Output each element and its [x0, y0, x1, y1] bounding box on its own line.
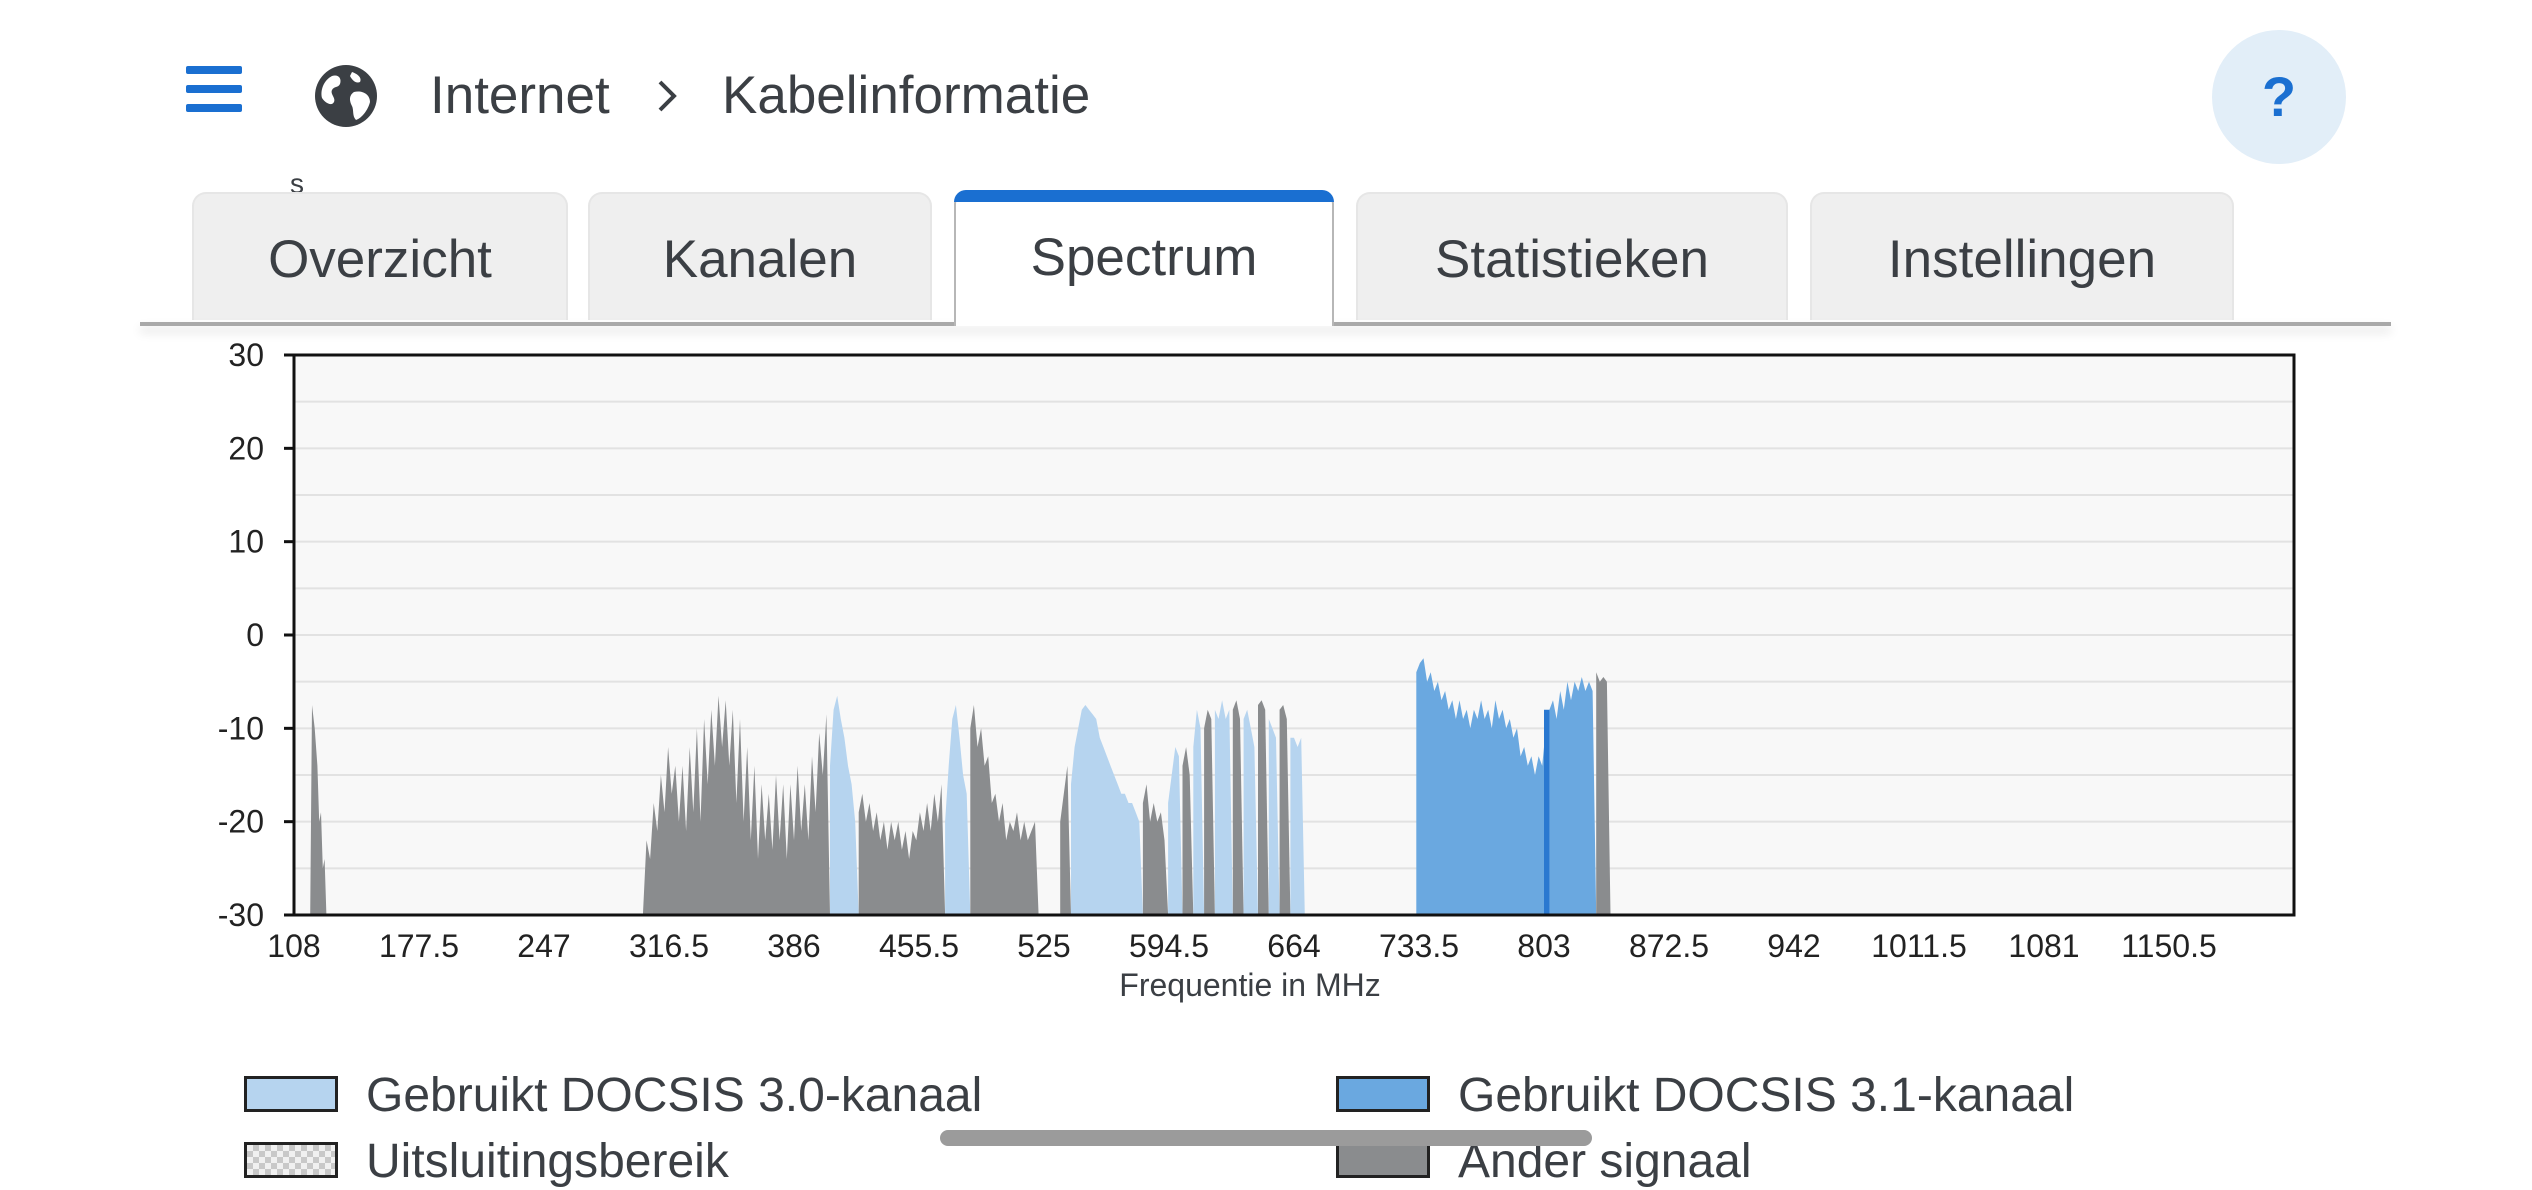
x-tick-label: 386 — [767, 928, 820, 964]
help-button[interactable]: ? — [2212, 30, 2346, 164]
spectrum-areas — [310, 658, 1611, 915]
x-tick-label: 803 — [1517, 928, 1570, 964]
x-tick-label: 316.5 — [629, 928, 709, 964]
y-tick-label: 20 — [228, 430, 264, 466]
x-tick-label: 594.5 — [1129, 928, 1209, 964]
globe-icon — [315, 65, 377, 127]
y-tick-label: -10 — [218, 710, 264, 746]
spectrum-area-other — [1232, 700, 1244, 915]
tab-statistieken[interactable]: Statistieken — [1356, 192, 1788, 320]
spectrum-chart: 30 20 10 0 -10 -20 -30 108 177.5 247 316.5 386 455.… — [218, 337, 2296, 1003]
spectrum-area-other — [970, 705, 1039, 915]
spectrum-area-other — [1142, 784, 1169, 915]
x-axis-label: Frequentie in MHz — [1119, 967, 1380, 1003]
spectrum-area-other — [1596, 672, 1611, 915]
spectrum-area-other — [642, 695, 830, 915]
spectrum-area-docsis30 — [945, 705, 971, 915]
spectrum-area-docsis30 — [830, 695, 859, 915]
y-tick-label: -20 — [218, 804, 264, 840]
y-tick-label: 10 — [228, 524, 264, 560]
x-axis-ticks: 108 177.5 247 316.5 386 455.5 525 594.5 664 733.5… — [267, 928, 2216, 964]
legend-label-docsis31: Gebruikt DOCSIS 3.1-kanaal — [1458, 1069, 2075, 1122]
x-tick-label: 1011.5 — [1871, 928, 1967, 964]
x-tick-label: 525 — [1017, 928, 1070, 964]
spectrum-area-docsis30 — [1214, 700, 1233, 915]
x-tick-label: 108 — [267, 928, 320, 964]
clipped-text: s — [290, 168, 304, 199]
spectrum-area-other — [310, 705, 327, 915]
x-tick-label: 733.5 — [1379, 928, 1459, 964]
x-tick-label: 1081 — [2008, 928, 2079, 964]
y-tick-label: 0 — [246, 617, 264, 653]
y-tick-label: 30 — [228, 337, 264, 373]
chevron-right-icon — [658, 80, 677, 112]
grid-lines — [294, 400, 2294, 870]
spectrum-area-other — [1060, 765, 1071, 915]
y-axis-ticks: 30 20 10 0 -10 -20 -30 — [218, 337, 294, 933]
tab-instellingen[interactable]: Instellingen — [1810, 192, 2234, 320]
legend-swatch-exclusion — [244, 1142, 338, 1178]
x-tick-label: 247 — [517, 928, 570, 964]
tab-bar: Overzicht Kanalen Spectrum Statistieken … — [140, 190, 2391, 326]
spectrum-area-other — [1279, 705, 1291, 915]
x-tick-label: 872.5 — [1629, 928, 1709, 964]
y-tick-label: -30 — [218, 897, 264, 933]
spectrum-area-docsis30 — [1071, 705, 1143, 915]
spectrum-area-docsis30 — [1243, 709, 1258, 915]
legend-label-docsis30: Gebruikt DOCSIS 3.0-kanaal — [366, 1069, 983, 1122]
spectrum-area-docsis30 — [1268, 719, 1280, 915]
spectrum-area-docsis30 — [1168, 747, 1183, 915]
spectrum-area-other — [1258, 700, 1269, 915]
x-tick-label: 1150.5 — [2121, 928, 2217, 964]
horizontal-scrollbar[interactable] — [940, 1130, 1592, 1146]
breadcrumb-internet[interactable]: Internet — [430, 66, 610, 125]
tab-kanalen[interactable]: Kanalen — [588, 192, 932, 320]
spectrum-area-docsis30 — [1193, 709, 1205, 915]
breadcrumb-kabelinformatie: Kabelinformatie — [722, 66, 1091, 125]
hamburger-menu-icon[interactable] — [186, 66, 242, 112]
spectrum-area-other — [858, 784, 946, 915]
spectrum-area-other — [1182, 747, 1194, 915]
legend-swatch-docsis30 — [244, 1076, 338, 1112]
spectrum-area-docsis31_dark — [1544, 709, 1550, 915]
x-tick-label: 942 — [1767, 928, 1820, 964]
x-tick-label: 455.5 — [879, 928, 959, 964]
legend-swatch-other — [1336, 1142, 1430, 1178]
tab-overzicht[interactable]: Overzicht — [192, 192, 568, 320]
x-tick-label: 664 — [1267, 928, 1320, 964]
spectrum-area-docsis31 — [1416, 658, 1597, 915]
tab-spectrum[interactable]: Spectrum — [954, 190, 1334, 326]
x-tick-label: 177.5 — [379, 928, 459, 964]
legend-label-exclusion: Uitsluitingsbereik — [366, 1135, 729, 1188]
spectrum-area-other — [1204, 709, 1215, 915]
spectrum-area-docsis30 — [1290, 737, 1305, 915]
legend-swatch-docsis31 — [1336, 1076, 1430, 1112]
